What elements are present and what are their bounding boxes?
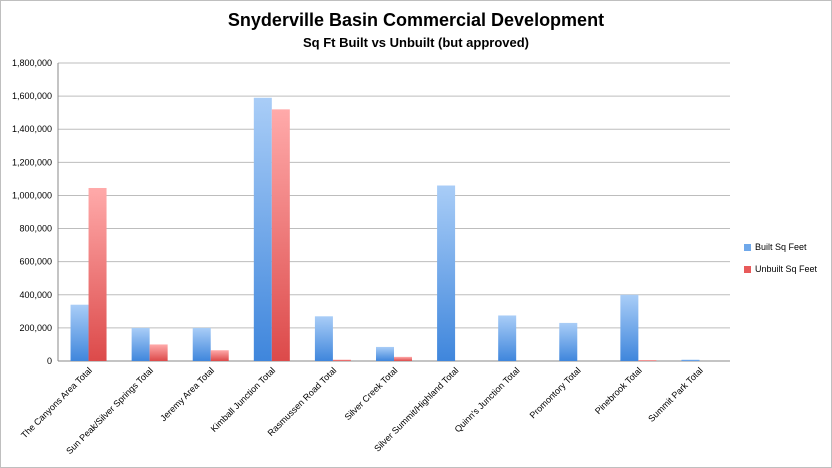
bar-unbuilt [149, 344, 168, 361]
x-tick-label: Summit Park Total [646, 365, 705, 424]
bar-unbuilt [210, 350, 229, 361]
y-tick-label: 1,600,000 [12, 91, 52, 101]
bar-built [559, 322, 578, 361]
legend-item-unbuilt: Unbuilt Sq Feet [744, 264, 817, 274]
bar-unbuilt [88, 187, 107, 361]
y-tick-label: 800,000 [19, 224, 52, 234]
x-tick-label: The Canyons Area Total [19, 365, 94, 440]
legend-swatch-built [744, 243, 751, 251]
y-tick-label: 600,000 [19, 257, 52, 267]
x-tick-label: Kimball Junction Total [209, 365, 278, 434]
bar-built [192, 327, 211, 361]
x-tick-label: Pinebrook Total [593, 365, 644, 416]
legend-label-built: Built Sq Feet [755, 242, 807, 252]
y-tick-label: 1,200,000 [12, 157, 52, 167]
bar-built [498, 315, 517, 361]
chart-subtitle: Sq Ft Built vs Unbuilt (but approved) [302, 35, 530, 50]
y-tick-label: 200,000 [19, 323, 52, 333]
y-tick-label: 0 [47, 356, 52, 366]
bar-built [314, 316, 333, 361]
bar-unbuilt [394, 356, 412, 361]
legend-swatch-unbuilt [744, 265, 751, 273]
bar-built [253, 97, 272, 362]
legend-item-built: Built Sq Feet [744, 242, 807, 252]
chart-title: Snyderville Basin Commercial Development [227, 10, 605, 30]
bar-built [376, 346, 394, 361]
y-tick-label: 1,000,000 [12, 190, 52, 200]
x-tick-label: Silver Creek Total [343, 365, 400, 422]
bar-unbuilt [332, 359, 351, 361]
y-tick-label: 400,000 [19, 290, 52, 300]
bar-built [620, 294, 639, 361]
y-tick-label: 1,400,000 [12, 124, 52, 134]
legend-label-unbuilt: Unbuilt Sq Feet [755, 264, 818, 274]
x-tick-label: Promontory Total [528, 365, 583, 420]
bar-built [70, 304, 89, 361]
bar-unbuilt [638, 360, 657, 361]
bar-built [131, 327, 150, 361]
x-tick-label: Quinn's Junction Total [453, 365, 522, 434]
y-tick-label: 1,800,000 [12, 58, 52, 68]
x-tick-label: Rasmussen Road Total [266, 365, 339, 438]
bar-unbuilt [271, 109, 290, 361]
bar-built [437, 185, 456, 361]
bar-built [681, 359, 700, 361]
x-tick-label: Jeremy Area Total [158, 365, 216, 423]
